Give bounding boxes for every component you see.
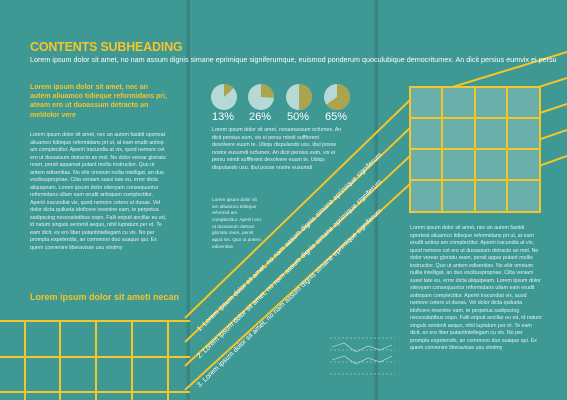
pie-slice (224, 84, 234, 97)
secondary-subheading: Lorem ipsum dolor sit ameti necan (30, 292, 180, 302)
pie-charts (211, 84, 350, 110)
contents-subheading: CONTENTS SUBHEADING (30, 40, 183, 54)
body-text-small: Lorem ipsum dolor sit am aliuamco tidieq… (212, 197, 261, 249)
bottom-left-grid (0, 320, 190, 400)
pie-percent-label: 50% (287, 111, 310, 123)
lead-paragraph: Lorem ipsum dolor sit amet, nec an autem… (30, 84, 167, 119)
right-grid-block (409, 86, 541, 213)
pie-percent-label: 26% (249, 111, 272, 123)
pie-slice (299, 84, 312, 110)
pie-percent-label: 13% (212, 111, 235, 123)
pie-slice (326, 84, 350, 110)
page-fold (373, 0, 380, 400)
intro-line: Lorem ipsum dolor sit amet, no nam assum… (30, 55, 557, 64)
body-text-middle: Lorem ipsum dolor sit amet, nonamassum o… (212, 127, 342, 171)
body-text-left: Lorem ipsum dolor sit amet, nec an autem… (30, 132, 167, 251)
pie-slice (261, 84, 274, 98)
mini-line-chart (330, 337, 395, 375)
pie-percent-label: 65% (325, 111, 348, 123)
page-fold (185, 0, 192, 400)
body-text-right: Lorem ipsum dolor sit amet, nec an autem… (410, 225, 542, 352)
